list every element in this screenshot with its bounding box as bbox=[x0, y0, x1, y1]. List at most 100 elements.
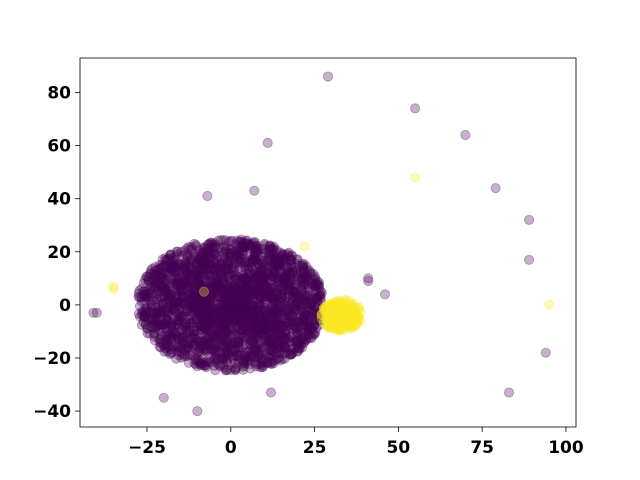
data-point-class-0 bbox=[244, 299, 256, 310]
data-point-class-0 bbox=[137, 291, 148, 302]
data-point-class-0 bbox=[224, 318, 235, 329]
data-point-class-0 bbox=[259, 289, 270, 300]
data-point-class-0 bbox=[168, 297, 179, 308]
data-point-class-0 bbox=[196, 254, 207, 265]
data-point-class-0 bbox=[240, 242, 251, 253]
data-point-class-0 bbox=[266, 335, 277, 347]
data-point-class-0 bbox=[160, 284, 172, 295]
data-point-class-0 bbox=[211, 252, 222, 263]
data-point-class-0 bbox=[258, 311, 269, 322]
data-point-class-0 bbox=[212, 325, 223, 337]
data-point-class-0 bbox=[254, 297, 265, 309]
data-point-class-0 bbox=[162, 315, 173, 326]
data-point-class-0 bbox=[201, 266, 212, 277]
data-point-class-0 bbox=[225, 340, 236, 351]
data-point-class-0 bbox=[189, 238, 200, 249]
data-point-class-0 bbox=[309, 271, 321, 282]
data-point-class-0 bbox=[202, 309, 213, 320]
data-point-class-0 bbox=[203, 258, 214, 269]
data-point-class-0 bbox=[241, 299, 252, 310]
data-point-class-0 bbox=[261, 260, 272, 271]
data-point-class-0 bbox=[264, 250, 275, 261]
data-point-class-0 bbox=[208, 249, 219, 260]
data-point-class-0 bbox=[241, 304, 252, 315]
data-point-class-0 bbox=[201, 356, 212, 367]
data-point-class-0 bbox=[250, 255, 261, 266]
data-point-class-0 bbox=[140, 304, 151, 315]
data-point-class-0 bbox=[269, 253, 280, 265]
data-point-class-0 bbox=[238, 294, 249, 305]
data-point-class-0 bbox=[260, 347, 271, 358]
data-point-class-0 bbox=[236, 237, 247, 248]
data-point-class-0 bbox=[268, 358, 279, 369]
data-point-class-0 bbox=[134, 285, 145, 296]
data-point-class-0 bbox=[310, 327, 321, 338]
data-point-class-0 bbox=[275, 257, 286, 268]
data-point-class-0 bbox=[231, 270, 242, 281]
data-point-class-0 bbox=[199, 303, 210, 314]
data-point-class-0 bbox=[250, 245, 261, 256]
data-point-class-0 bbox=[196, 279, 207, 290]
data-point-class-0 bbox=[210, 285, 222, 296]
data-point-class-0 bbox=[279, 276, 290, 287]
data-point-class-0 bbox=[203, 333, 214, 344]
data-point-class-0 bbox=[243, 292, 254, 303]
data-point-class-0 bbox=[250, 331, 261, 342]
data-point-class-0 bbox=[151, 317, 162, 328]
data-point-class-0 bbox=[283, 262, 294, 274]
data-point-class-0 bbox=[296, 283, 307, 294]
data-point-class-0 bbox=[243, 346, 254, 357]
data-point-class-0 bbox=[272, 313, 283, 324]
data-point-class-0 bbox=[276, 328, 287, 339]
data-point-class-0 bbox=[155, 281, 166, 292]
data-point-class-0 bbox=[155, 318, 166, 330]
data-point-class-0 bbox=[275, 263, 286, 274]
data-point-class-0 bbox=[203, 261, 214, 272]
data-point-class-0 bbox=[304, 324, 315, 335]
data-point-class-0 bbox=[307, 295, 318, 306]
data-point-class-0 bbox=[216, 285, 227, 296]
data-point-class-0 bbox=[274, 300, 285, 311]
data-point-class-0 bbox=[262, 274, 273, 285]
data-point-class-0 bbox=[184, 338, 195, 349]
data-point-class-0 bbox=[261, 324, 272, 335]
data-point-class-0 bbox=[285, 271, 297, 282]
data-point-class-0 bbox=[211, 280, 222, 291]
data-point-class-0 bbox=[297, 285, 308, 296]
y-tick-label: 20 bbox=[47, 243, 71, 263]
data-point-class-0 bbox=[272, 308, 283, 320]
data-point-class-0 bbox=[232, 292, 243, 303]
data-point-class-0 bbox=[410, 103, 421, 114]
data-point-class-0 bbox=[177, 270, 188, 281]
data-point-class-0 bbox=[204, 269, 215, 280]
data-point-class-0 bbox=[147, 308, 158, 320]
data-point-class-0 bbox=[239, 313, 250, 324]
data-point-class-0 bbox=[238, 239, 249, 250]
data-point-class-0 bbox=[303, 306, 314, 317]
data-point-class-0 bbox=[224, 248, 235, 259]
data-point-class-0 bbox=[230, 346, 241, 357]
data-point-class-0 bbox=[295, 320, 306, 331]
data-point-class-0 bbox=[181, 269, 192, 280]
data-point-class-0 bbox=[299, 292, 310, 303]
data-point-class-0 bbox=[194, 305, 205, 316]
data-point-class-0 bbox=[309, 318, 320, 329]
data-point-class-0 bbox=[245, 293, 256, 305]
data-point-class-0 bbox=[291, 329, 302, 340]
data-point-class-0 bbox=[216, 322, 227, 333]
data-point-class-0 bbox=[252, 344, 263, 355]
data-point-class-0 bbox=[170, 267, 181, 278]
data-point-class-0 bbox=[294, 333, 306, 344]
data-point-class-0 bbox=[252, 271, 263, 282]
data-point-class-0 bbox=[276, 292, 287, 303]
data-point-class-0 bbox=[301, 306, 312, 317]
data-point-class-0 bbox=[213, 276, 224, 287]
data-point-class-0 bbox=[165, 344, 176, 355]
data-point-class-0 bbox=[184, 277, 195, 288]
data-point-class-0 bbox=[159, 319, 170, 330]
data-point-class-0 bbox=[212, 271, 223, 282]
data-point-class-0 bbox=[180, 325, 191, 336]
data-point-class-0 bbox=[239, 307, 250, 318]
data-point-class-0 bbox=[204, 271, 215, 282]
data-point-class-0 bbox=[230, 319, 241, 330]
